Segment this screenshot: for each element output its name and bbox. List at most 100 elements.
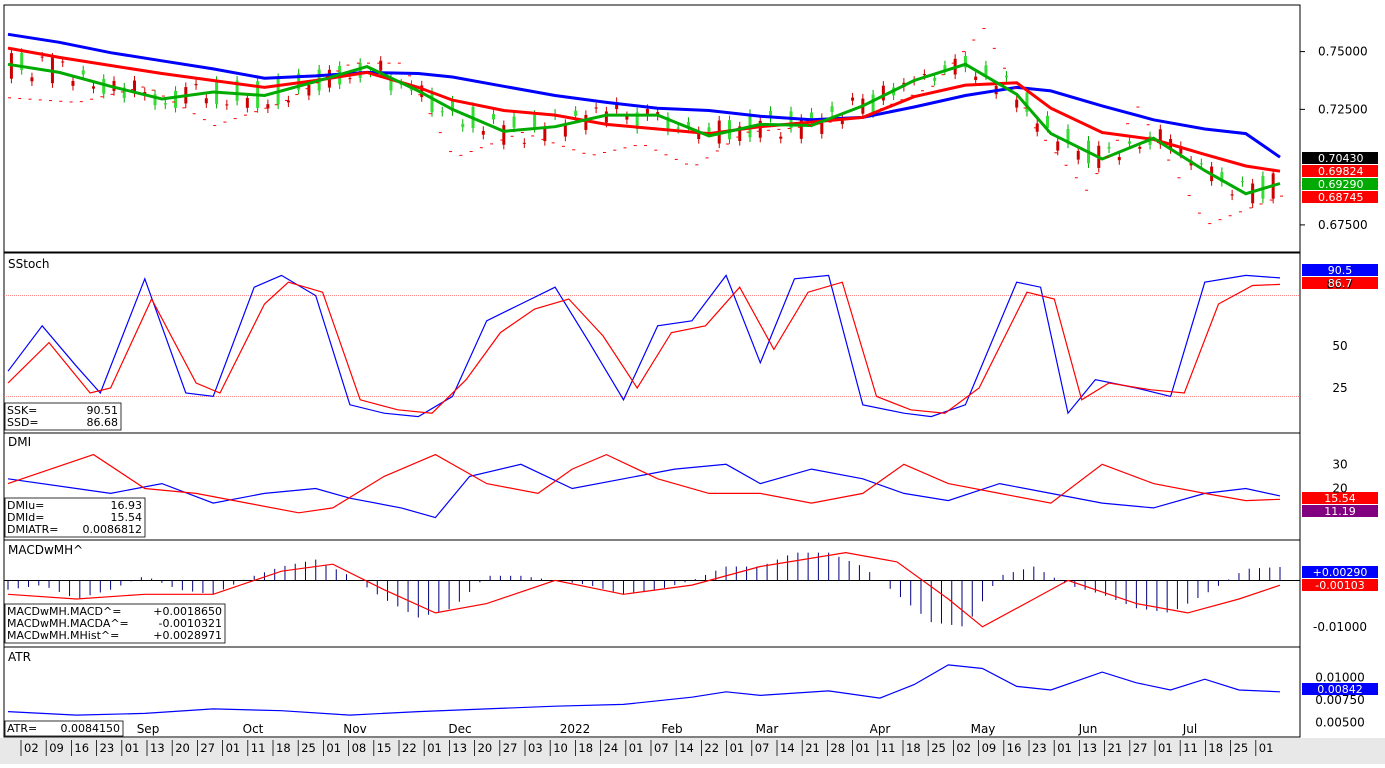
readout-value: +0.0018650	[153, 605, 222, 618]
x-day-label: 02	[956, 741, 971, 755]
x-month-label: Mar	[756, 722, 779, 736]
x-month-label: Dec	[448, 722, 471, 736]
x-day-label: 23	[100, 741, 115, 755]
last-value-label: 0.69290	[1318, 178, 1364, 191]
x-month-label: Apr	[870, 722, 891, 736]
x-month-label: 2022	[560, 722, 591, 736]
x-day-label: 13	[1082, 741, 1097, 755]
candle-body	[645, 108, 649, 117]
readout-box	[4, 603, 226, 644]
candle-body	[1045, 115, 1049, 128]
last-value-badge	[1302, 152, 1378, 164]
candle-body	[922, 74, 926, 76]
readout-label: MACDwMH.MACD^=	[7, 605, 121, 618]
value-badge	[1302, 492, 1378, 504]
candle-body	[1076, 150, 1080, 160]
x-day-label: 03	[528, 741, 543, 755]
readout-label: DMIATR=	[7, 523, 58, 536]
candle-body	[881, 85, 885, 101]
axis-tick-label: 30	[1332, 457, 1347, 471]
value-badge	[1302, 264, 1378, 276]
candle-body	[133, 80, 137, 93]
candle-body	[738, 126, 742, 142]
candle-body	[635, 112, 639, 129]
x-day-label: 25	[931, 741, 946, 755]
indicator-line-macda	[7, 551, 1281, 628]
indicator-line-ssd	[7, 281, 1281, 414]
candle-body	[830, 106, 834, 113]
candle-body	[625, 116, 629, 120]
x-day-label: 21	[1108, 741, 1123, 755]
x-month-label: Sep	[137, 722, 160, 736]
candle-body	[594, 107, 598, 109]
readout-label: SSK=	[7, 404, 37, 417]
candle-body	[840, 117, 844, 125]
ma-line-ma-fast	[7, 62, 1281, 196]
candle-body	[153, 94, 157, 106]
panel-title: MACDwMH^	[8, 543, 83, 557]
x-day-label: 23	[1032, 741, 1047, 755]
candle-body	[1230, 194, 1234, 196]
candle-body	[481, 130, 485, 135]
x-month-label: Oct	[243, 722, 264, 736]
candle-body	[1025, 92, 1029, 112]
candle-body	[379, 60, 383, 71]
candle-body	[943, 65, 947, 71]
value-badge-label: +0.00290	[1313, 566, 1368, 579]
candle-body	[245, 98, 249, 108]
candle-body	[799, 118, 803, 139]
last-value-badge	[1302, 191, 1378, 203]
readout-value: 90.51	[87, 404, 119, 417]
x-day-label: 01	[1057, 741, 1072, 755]
readout-label: MACDwMH.MHist^=	[7, 629, 119, 642]
candle-body	[563, 123, 567, 137]
readout-box	[4, 402, 122, 431]
candle-body	[81, 70, 85, 75]
candle-body	[933, 77, 937, 81]
panel-title: ATR	[8, 650, 31, 664]
indicator-line-dmid	[7, 453, 1281, 514]
indicator-line-dmiu	[7, 463, 1281, 519]
readout-value: 16.93	[111, 499, 143, 512]
candle-body	[1004, 75, 1008, 78]
candle-body	[348, 78, 352, 80]
x-day-label: 15	[377, 741, 392, 755]
candle-body	[522, 142, 526, 144]
value-badge-label: 86.7	[1328, 277, 1353, 290]
x-day-label: 22	[402, 741, 417, 755]
candle-body	[194, 83, 198, 86]
x-day-label: 28	[830, 741, 845, 755]
axis-tick-label: 20	[1332, 482, 1347, 496]
candle-body	[871, 94, 875, 114]
candle-body	[71, 81, 75, 86]
candle-body	[266, 104, 270, 109]
ma-line-ma-slow	[7, 32, 1281, 159]
candle-body	[543, 126, 547, 142]
readout-label: DMId=	[7, 511, 44, 524]
x-day-label: 09	[49, 741, 64, 755]
candle-body	[1240, 181, 1244, 183]
candle-body	[30, 77, 34, 82]
axis-tick-label: 50	[1332, 339, 1347, 353]
candle-body	[163, 103, 167, 105]
candle-body	[1107, 146, 1111, 149]
x-month-label: Jul	[1182, 722, 1197, 736]
x-day-label: 18	[578, 741, 593, 755]
panel-title: SStoch	[8, 257, 49, 271]
x-day-label: 01	[856, 741, 871, 755]
x-day-label: 14	[780, 741, 795, 755]
x-day-label: 16	[74, 741, 89, 755]
x-day-label: 16	[1007, 741, 1022, 755]
candle-body	[358, 62, 362, 78]
candle-body	[389, 78, 393, 91]
value-badge-label: 90.5	[1328, 264, 1353, 277]
x-month-label: Jun	[1078, 722, 1098, 736]
x-day-label: 14	[679, 741, 694, 755]
candle-body	[286, 100, 290, 103]
x-day-label: 01	[629, 741, 644, 755]
candle-body	[851, 97, 855, 101]
x-day-label: 11	[251, 741, 266, 755]
x-day-label: 24	[604, 741, 619, 755]
